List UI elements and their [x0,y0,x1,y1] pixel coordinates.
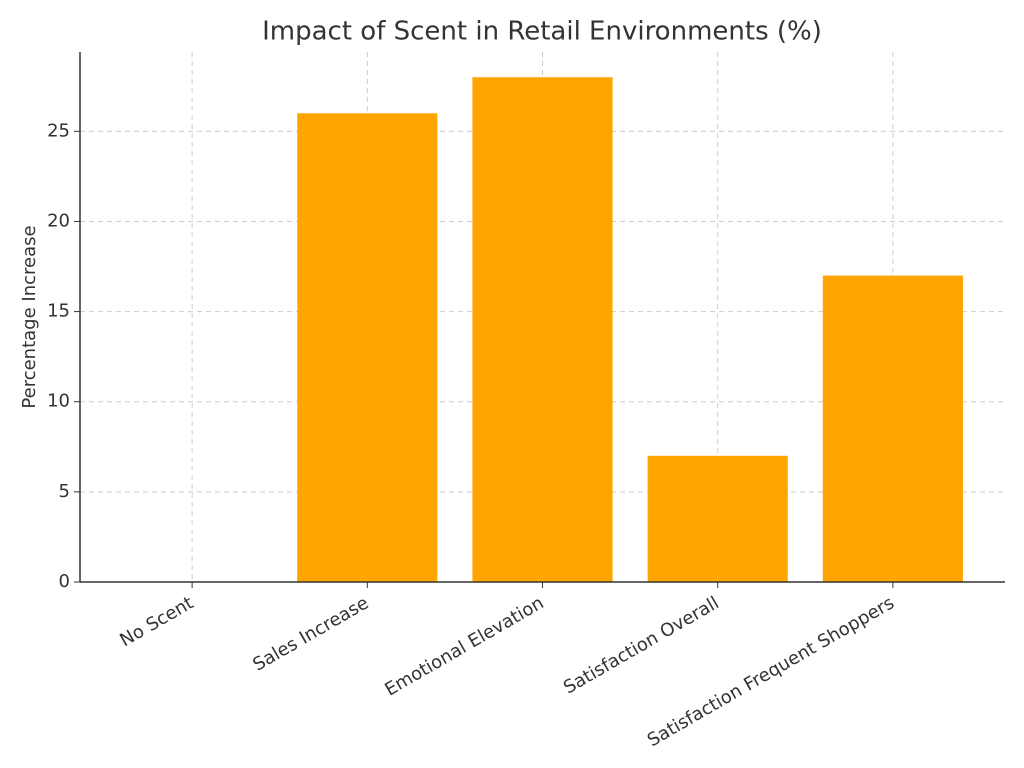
y-tick-label: 10 [47,391,70,412]
y-tick-label: 15 [47,301,70,322]
x-tick-label: No Scent [116,592,197,651]
bar [822,275,963,582]
y-tick-label: 5 [59,481,70,502]
y-tick-label: 20 [47,210,70,231]
bar [297,113,438,583]
y-axis-label: Percentage Increase [19,225,40,408]
x-tick-label: Satisfaction Overall [560,592,723,698]
chart-title: Impact of Scent in Retail Environments (… [262,17,822,47]
bar [647,455,788,582]
x-tick-label: Sales Increase [249,592,372,675]
y-tick-label: 0 [59,571,70,592]
bar [472,77,613,582]
y-tick-label: 25 [47,120,70,141]
x-tick-label: Emotional Elevation [381,592,547,700]
